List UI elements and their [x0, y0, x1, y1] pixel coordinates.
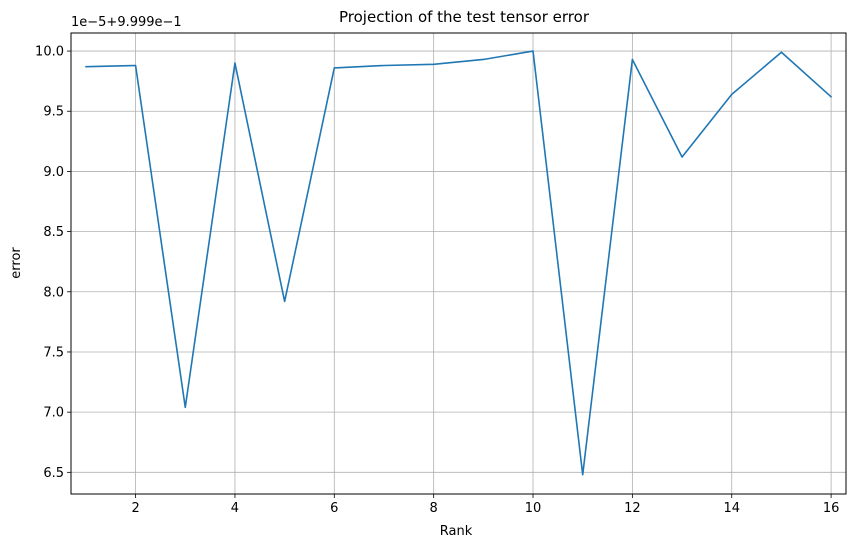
x-tick-label: 2	[131, 501, 139, 516]
x-tick-label: 14	[723, 501, 740, 516]
y-tick-label: 7.0	[43, 406, 64, 421]
plot-frame	[70, 32, 847, 495]
y-axis: 6.5 7.0 7.5 8.0 8.5 9.0 9.5 10.0	[35, 45, 71, 481]
chart-title: Projection of the test tensor error	[339, 8, 590, 26]
x-tick-label: 16	[823, 501, 840, 516]
series-layer	[85, 50, 832, 476]
y-tick-label: 10.0	[35, 45, 64, 60]
grid	[71, 33, 846, 494]
x-tick-label: 10	[525, 501, 542, 516]
y-tick-label: 7.5	[43, 345, 64, 360]
y-axis-offset-text: 1e−5+9.999e−1	[71, 15, 182, 30]
x-tick-label: 12	[624, 501, 641, 516]
y-axis-label: error	[9, 247, 24, 279]
y-tick-label: 6.5	[43, 466, 64, 481]
y-tick-label: 9.0	[43, 165, 64, 180]
x-axis: 2 4 6 8 10 12 14 16	[131, 494, 839, 516]
series-line	[85, 50, 832, 476]
x-axis-label: Rank	[440, 524, 473, 539]
x-tick-label: 6	[330, 501, 338, 516]
x-tick-label: 4	[231, 501, 239, 516]
y-tick-label: 8.0	[43, 285, 64, 300]
y-tick-label: 8.5	[43, 225, 64, 240]
x-tick-label: 8	[430, 501, 438, 516]
y-tick-label: 9.5	[43, 105, 64, 120]
